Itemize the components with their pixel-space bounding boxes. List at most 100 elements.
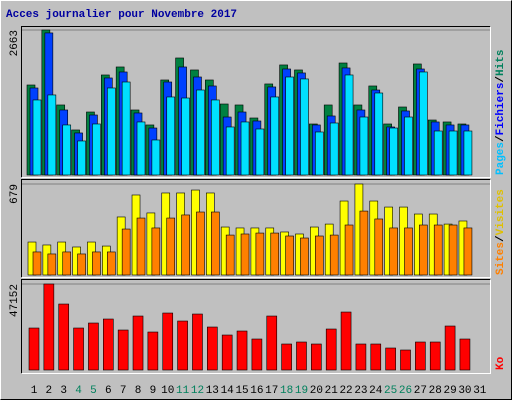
bar	[62, 251, 72, 276]
bar	[374, 92, 384, 176]
chart-title: Acces journalier pour Novembre 2017	[6, 9, 237, 21]
x-tick-label: 29	[443, 385, 456, 397]
bar	[340, 311, 352, 371]
x-tick-label: 24	[369, 385, 383, 397]
x-tick-label: 6	[105, 385, 112, 397]
bar	[32, 251, 42, 276]
bar	[355, 343, 367, 371]
bar	[221, 334, 233, 371]
bar	[315, 131, 324, 176]
x-tick-label: 9	[150, 385, 157, 397]
bar	[270, 232, 280, 276]
bar	[77, 253, 86, 276]
bar	[270, 96, 280, 176]
bar	[359, 116, 369, 176]
bar	[58, 303, 70, 371]
bar	[207, 326, 218, 371]
x-tick-label: 31	[473, 385, 487, 397]
x-tick-label: 2	[46, 385, 53, 397]
bar	[300, 78, 309, 176]
y-tick-label: 679	[9, 184, 21, 204]
bar	[240, 233, 250, 276]
bar	[92, 123, 101, 176]
bar	[147, 331, 159, 371]
x-tick-label: 28	[429, 385, 442, 397]
bar	[136, 121, 146, 176]
bar	[463, 227, 473, 276]
bar	[281, 343, 292, 371]
bar	[419, 224, 428, 276]
bar	[419, 71, 428, 176]
bar	[28, 327, 40, 371]
bar	[448, 224, 458, 276]
bar	[236, 330, 248, 371]
bar	[77, 140, 86, 176]
bar	[73, 327, 84, 371]
x-tick-label: 22	[339, 385, 352, 397]
bar	[192, 313, 203, 371]
bar	[404, 116, 413, 176]
x-tick-label: 23	[354, 385, 367, 397]
bar	[433, 224, 443, 276]
x-tick-label: 8	[135, 385, 142, 397]
bar	[151, 227, 161, 276]
legend-entry: Fichiers	[495, 83, 507, 136]
x-tick-label: 10	[161, 385, 174, 397]
bar	[43, 283, 55, 371]
legend-entry: Sites	[495, 242, 507, 275]
bar	[266, 315, 278, 371]
panels	[21, 26, 491, 374]
bar	[404, 227, 413, 276]
bar	[296, 341, 307, 371]
bar	[344, 74, 354, 176]
legend: Sites/Visites	[495, 189, 507, 275]
x-tick-label: 17	[265, 385, 278, 397]
bar	[415, 341, 426, 371]
x-tick-label: 15	[235, 385, 248, 397]
x-tick-label: 11	[176, 385, 190, 397]
panel-frame	[21, 179, 491, 278]
x-tick-label: 25	[384, 385, 397, 397]
x-tick-label: 4	[75, 385, 82, 397]
bar	[444, 325, 456, 371]
bar	[225, 126, 235, 176]
legend-entry: Ko	[495, 356, 507, 370]
bar	[181, 97, 190, 176]
panel-frame	[21, 279, 491, 374]
x-tick-label: 12	[191, 385, 204, 397]
x-tick-label: 30	[458, 385, 471, 397]
bar	[389, 227, 398, 276]
bar	[211, 99, 220, 176]
bar	[370, 343, 382, 371]
bar	[400, 349, 411, 371]
x-tick-label: 13	[206, 385, 219, 397]
bar	[136, 217, 146, 276]
y-tick-label: 2663	[9, 30, 21, 56]
bar	[463, 130, 473, 176]
bar	[121, 81, 131, 176]
x-tick-label: 19	[295, 385, 308, 397]
x-tick-label: 21	[325, 385, 339, 397]
x-tick-label: 18	[280, 385, 293, 397]
bar	[166, 217, 176, 276]
legend: Pages/Fichiers/Hits	[495, 50, 507, 175]
bar	[389, 127, 398, 176]
bar	[300, 237, 309, 276]
bar	[429, 341, 441, 371]
legend-separator: /	[495, 235, 507, 242]
panel-frame	[21, 26, 491, 178]
x-tick-label: 16	[250, 385, 263, 397]
bar	[166, 96, 176, 176]
panel-frame	[21, 26, 491, 178]
bar	[196, 89, 205, 176]
bar	[32, 99, 42, 176]
panel-frame	[21, 179, 491, 278]
bar	[107, 87, 116, 176]
bar	[344, 224, 354, 276]
y-tick-label: 47152	[9, 284, 21, 317]
legend-entry: Pages	[495, 142, 507, 175]
bar	[225, 234, 235, 276]
bar	[255, 232, 265, 276]
